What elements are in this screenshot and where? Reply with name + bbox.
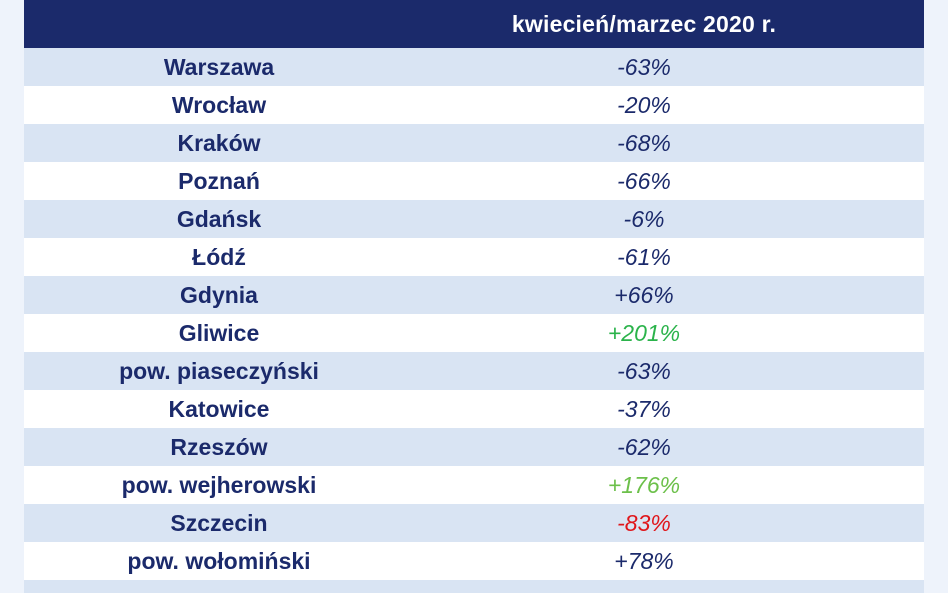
table-row: Wrocław -20%: [24, 86, 924, 124]
value-cell: -37%: [617, 395, 671, 422]
city-cell: Szczecin: [170, 509, 268, 536]
data-table: kwiecień/marzec 2020 r. Warszawa -63% Wr…: [24, 0, 924, 593]
table-row: pow. wejherowski +176%: [24, 466, 924, 504]
city-cell: pow. wejherowski: [121, 471, 317, 498]
table-row: Gliwice +201%: [24, 314, 924, 352]
city-cell: Rzeszów: [170, 433, 268, 460]
table-row: pow. wołomiński +78%: [24, 542, 924, 580]
city-cell: Łódź: [192, 243, 246, 270]
city-cell: Katowice: [168, 395, 270, 422]
value-cell: -63%: [617, 357, 671, 384]
table-card: kwiecień/marzec 2020 r. Warszawa -63% Wr…: [24, 0, 924, 593]
table-row: [24, 580, 924, 593]
value-cell: -83%: [617, 509, 671, 536]
value-cell: -68%: [617, 129, 671, 156]
city-cell: pow. wołomiński: [127, 547, 311, 574]
value-cell: -63%: [617, 53, 671, 80]
city-cell: Gdynia: [180, 281, 258, 308]
city-cell: Wrocław: [171, 91, 267, 118]
value-cell: +78%: [614, 547, 674, 574]
value-cell: +201%: [607, 319, 681, 346]
table-row: Rzeszów -62%: [24, 428, 924, 466]
city-cell: pow. piaseczyński: [119, 357, 319, 384]
value-cell: -62%: [617, 433, 671, 460]
table-row: pow. piaseczyński -63%: [24, 352, 924, 390]
table-row: Poznań -66%: [24, 162, 924, 200]
table-row: Gdańsk -6%: [24, 200, 924, 238]
table-row: Szczecin -83%: [24, 504, 924, 542]
city-cell: Warszawa: [163, 53, 275, 80]
table-row: Gdynia +66%: [24, 276, 924, 314]
city-cell: Poznań: [178, 167, 260, 194]
value-cell: +66%: [614, 281, 674, 308]
value-cell: -20%: [617, 91, 671, 118]
table-header: kwiecień/marzec 2020 r.: [24, 0, 924, 48]
city-cell: Gliwice: [178, 319, 260, 346]
value-cell: -66%: [617, 167, 671, 194]
value-cell: +176%: [607, 471, 681, 498]
table-row: Kraków -68%: [24, 124, 924, 162]
city-cell: Gdańsk: [176, 205, 262, 232]
city-cell: Kraków: [177, 129, 261, 156]
table-row: Warszawa -63%: [24, 48, 924, 86]
table-row: Łódź -61%: [24, 238, 924, 276]
table-row: Katowice -37%: [24, 390, 924, 428]
value-cell: -6%: [623, 205, 665, 232]
header-value-cell: kwiecień/marzec 2020 r.: [511, 10, 777, 37]
value-cell: -61%: [617, 243, 671, 270]
